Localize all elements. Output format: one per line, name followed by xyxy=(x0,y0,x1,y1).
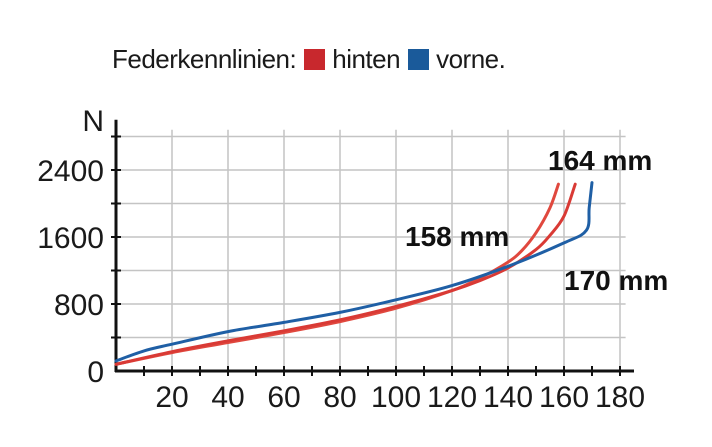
annotation-158-mm: 158 mm xyxy=(405,221,509,252)
x-tick-label-120: 120 xyxy=(427,381,477,414)
x-tick-label-100: 100 xyxy=(371,381,421,414)
legend-swatch-hinten xyxy=(304,49,326,70)
x-tick-label-160: 160 xyxy=(539,381,589,414)
legend-swatch-vorne xyxy=(408,49,430,70)
y-tick-label-0: 0 xyxy=(87,356,104,389)
x-tick-label-180: 180 xyxy=(595,381,645,414)
annotation-170-mm: 170 mm xyxy=(564,265,668,296)
x-tick-label-20: 20 xyxy=(155,381,188,414)
chart-legend: Federkennlinien: hinten vorne. xyxy=(112,44,506,75)
annotation-164-mm: 164 mm xyxy=(548,145,652,176)
series-line-hinten-164-mm xyxy=(114,182,577,366)
legend-label-hinten: hinten xyxy=(332,44,401,74)
legend-title: Federkennlinien: xyxy=(112,44,297,74)
x-tick-label-60: 60 xyxy=(267,381,300,414)
y-tick-label-2400: 2400 xyxy=(37,155,104,188)
legend-label-vorne: vorne. xyxy=(436,44,506,74)
x-tick-label-40: 40 xyxy=(211,381,244,414)
x-tick-label-80: 80 xyxy=(323,381,356,414)
y-axis-label: N xyxy=(82,105,104,138)
series-line-vorne-170-mm xyxy=(114,181,594,363)
x-tick-label-140: 140 xyxy=(483,381,533,414)
y-tick-label-1600: 1600 xyxy=(37,222,104,255)
y-tick-label-800: 800 xyxy=(54,289,104,322)
